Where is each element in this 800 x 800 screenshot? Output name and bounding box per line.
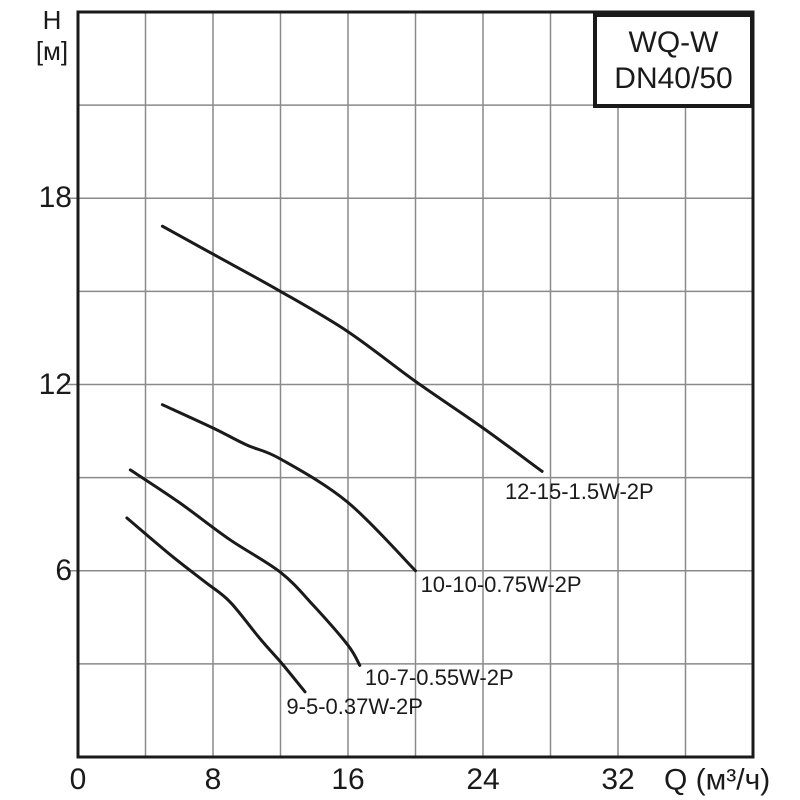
y-tick-label-6: 6	[55, 553, 72, 587]
x-tick-label-0: 0	[69, 763, 87, 796]
x-tick-label-8: 8	[204, 763, 222, 796]
pump-curve-10-7-0.55W-2P	[128, 468, 362, 667]
curve-label-12-15-1-5w-2p: 12-15-1.5W-2P	[504, 478, 654, 504]
plot-border	[76, 10, 755, 759]
model-title-box: WQ-W DN40/50	[593, 13, 754, 108]
x-tick-label-32: 32	[601, 763, 635, 796]
pump-curve-12-15-1.5W-2P	[160, 224, 544, 473]
model-series-name: WQ-W	[628, 25, 719, 59]
y-tick-label-12: 12	[38, 367, 72, 401]
x-axis-title: Q (м³/ч)	[664, 763, 771, 797]
y-tick-label-18: 18	[38, 181, 72, 215]
curve-label-10-7-0-55w-2p: 10-7-0.55W-2P	[364, 664, 514, 690]
curve-label-10-10-0-75w-2p: 10-10-0.75W-2P	[420, 571, 582, 597]
y-axis-symbol: H	[42, 5, 62, 35]
model-dn-size: DN40/50	[614, 61, 733, 95]
curve-label-9-5-0-37w-2p: 9-5-0.37W-2P	[286, 694, 423, 720]
x-tick-label-16: 16	[331, 763, 365, 796]
x-tick-label-24: 24	[466, 763, 500, 796]
pump-curve-9-5-0.37W-2P	[125, 516, 307, 694]
pump-curve-10-10-0.75W-2P	[160, 403, 417, 573]
y-axis-unit: [м]	[35, 36, 69, 66]
y-axis-title: H [м]	[20, 5, 84, 67]
